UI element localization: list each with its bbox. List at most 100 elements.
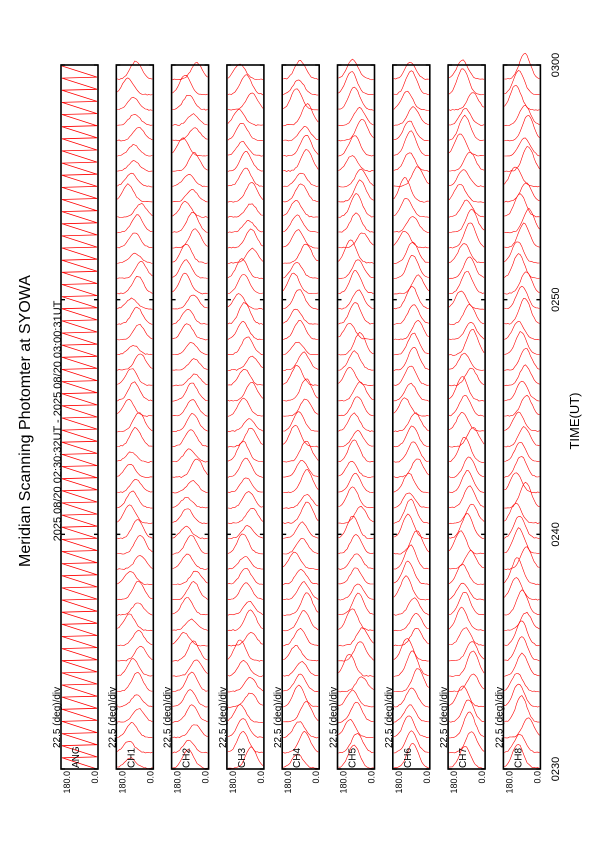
scan-trace: [338, 592, 374, 615]
panel-ch4: 22.5 (deg)/div 180.0 0.0 CH4: [273, 60, 321, 794]
scan-trace: [393, 198, 429, 218]
scan-trace: [283, 262, 319, 279]
scan-trace: [117, 412, 153, 433]
scan-trace: [448, 243, 485, 264]
scan-trace: [283, 79, 319, 96]
scan-trace: [117, 451, 153, 463]
scan-trace: [283, 125, 319, 142]
scan-trace: [172, 294, 208, 310]
scan-trace: [393, 106, 429, 126]
scan-trace: [338, 239, 374, 264]
scan-trace: [172, 480, 208, 494]
scan-trace: [393, 458, 430, 479]
scan-trace: [283, 644, 319, 662]
scan-trace: [393, 332, 429, 356]
scan-trace: [338, 719, 374, 738]
scan-trace: [449, 627, 485, 646]
scan-trace: [338, 58, 374, 81]
scan-trace: [117, 519, 153, 539]
scan-trace: [504, 166, 540, 188]
scan-trace: [504, 182, 540, 203]
scan-trace: [227, 600, 264, 616]
scan-trace: [449, 108, 485, 126]
scan-trace: [117, 113, 153, 126]
scan-trace: [504, 207, 540, 234]
panel-frame: [226, 64, 265, 770]
scan-trace: [449, 591, 485, 616]
scan-trace: [283, 592, 319, 616]
scan-trace: [227, 533, 263, 555]
scan-trace: [283, 628, 319, 647]
scan-trace: [283, 460, 319, 478]
scan-trace: [227, 368, 263, 386]
scan-trace: [172, 211, 208, 233]
scan-trace: [393, 274, 430, 295]
scan-trace: [449, 271, 485, 294]
scan-trace: [449, 699, 485, 723]
scan-trace: [117, 571, 153, 586]
scan-trace: [117, 757, 153, 769]
scan-trace: [393, 628, 429, 647]
scan-trace: [504, 364, 540, 387]
scan-trace: [227, 74, 264, 96]
scan-trace: [283, 501, 319, 524]
scan-trace: [449, 256, 485, 280]
channel-label: CH7: [458, 748, 469, 768]
panel-ch3: 22.5 (deg)/div 180.0 0.0 CH3: [218, 63, 266, 794]
scan-trace: [117, 160, 153, 172]
scan-trace: [227, 150, 263, 172]
scan-trace: [172, 373, 208, 387]
x-ticks-group: 0230 0240 0250 0300: [550, 53, 562, 781]
scale-label: 22.5 (deg)/div: [52, 687, 63, 748]
panels-group: 22.5 (deg)/div 180.0 0.0 ANG 22.5 (deg)/div 1…: [52, 52, 542, 794]
scan-trace: [117, 398, 153, 417]
scan-trace: [449, 92, 485, 111]
scan-trace: [338, 553, 374, 570]
scan-trace: [393, 513, 429, 539]
scan-trace: [227, 141, 263, 157]
scan-trace: [283, 661, 319, 677]
scan-trace: [117, 722, 153, 738]
scan-trace: [393, 120, 429, 142]
scan-trace: [227, 381, 264, 402]
scan-trace: [117, 202, 153, 218]
scan-trace: [449, 151, 485, 172]
scan-trace: [393, 412, 429, 433]
scan-trace: [449, 352, 485, 371]
scan-trace: [448, 395, 485, 417]
scan-trace: [227, 228, 264, 249]
scan-trace: [283, 149, 319, 172]
scan-trace: [393, 498, 429, 524]
scan-trace: [338, 486, 374, 509]
scan-trace: [283, 568, 319, 586]
scan-trace: [504, 442, 540, 463]
scan-trace: [227, 293, 264, 310]
panel-ch7: 22.5 (deg)/div 180.0 0.0 CH7: [439, 59, 487, 794]
panel-ch8: 22.5 (deg)/div 180.0 0.0 CH8: [494, 52, 542, 794]
scan-trace: [504, 253, 540, 279]
scan-trace: [504, 515, 540, 540]
scan-trace: [227, 182, 264, 203]
scan-trace: [393, 715, 429, 739]
scan-trace: [227, 122, 263, 141]
scan-trace: [449, 427, 485, 448]
scan-trace: [338, 155, 374, 172]
panel-frame: [502, 64, 542, 770]
scan-trace: [393, 320, 429, 341]
scan-trace: [117, 214, 153, 234]
scan-trace: [338, 676, 374, 693]
x-tick-label: 0240: [550, 522, 562, 546]
scan-trace: [227, 718, 264, 739]
scan-trace: [117, 381, 153, 402]
scan-trace: [283, 673, 319, 692]
scan-trace: [172, 259, 208, 279]
scan-trace: [504, 611, 540, 631]
scan-trace: [504, 717, 540, 739]
scan-trace: [393, 472, 429, 494]
scan-trace: [172, 640, 208, 662]
scan-trace: [393, 166, 430, 188]
scan-trace: [172, 189, 208, 203]
y-tick-top: 180.0: [394, 771, 404, 794]
scan-trace: [393, 255, 429, 279]
scan-trace: [117, 694, 153, 708]
